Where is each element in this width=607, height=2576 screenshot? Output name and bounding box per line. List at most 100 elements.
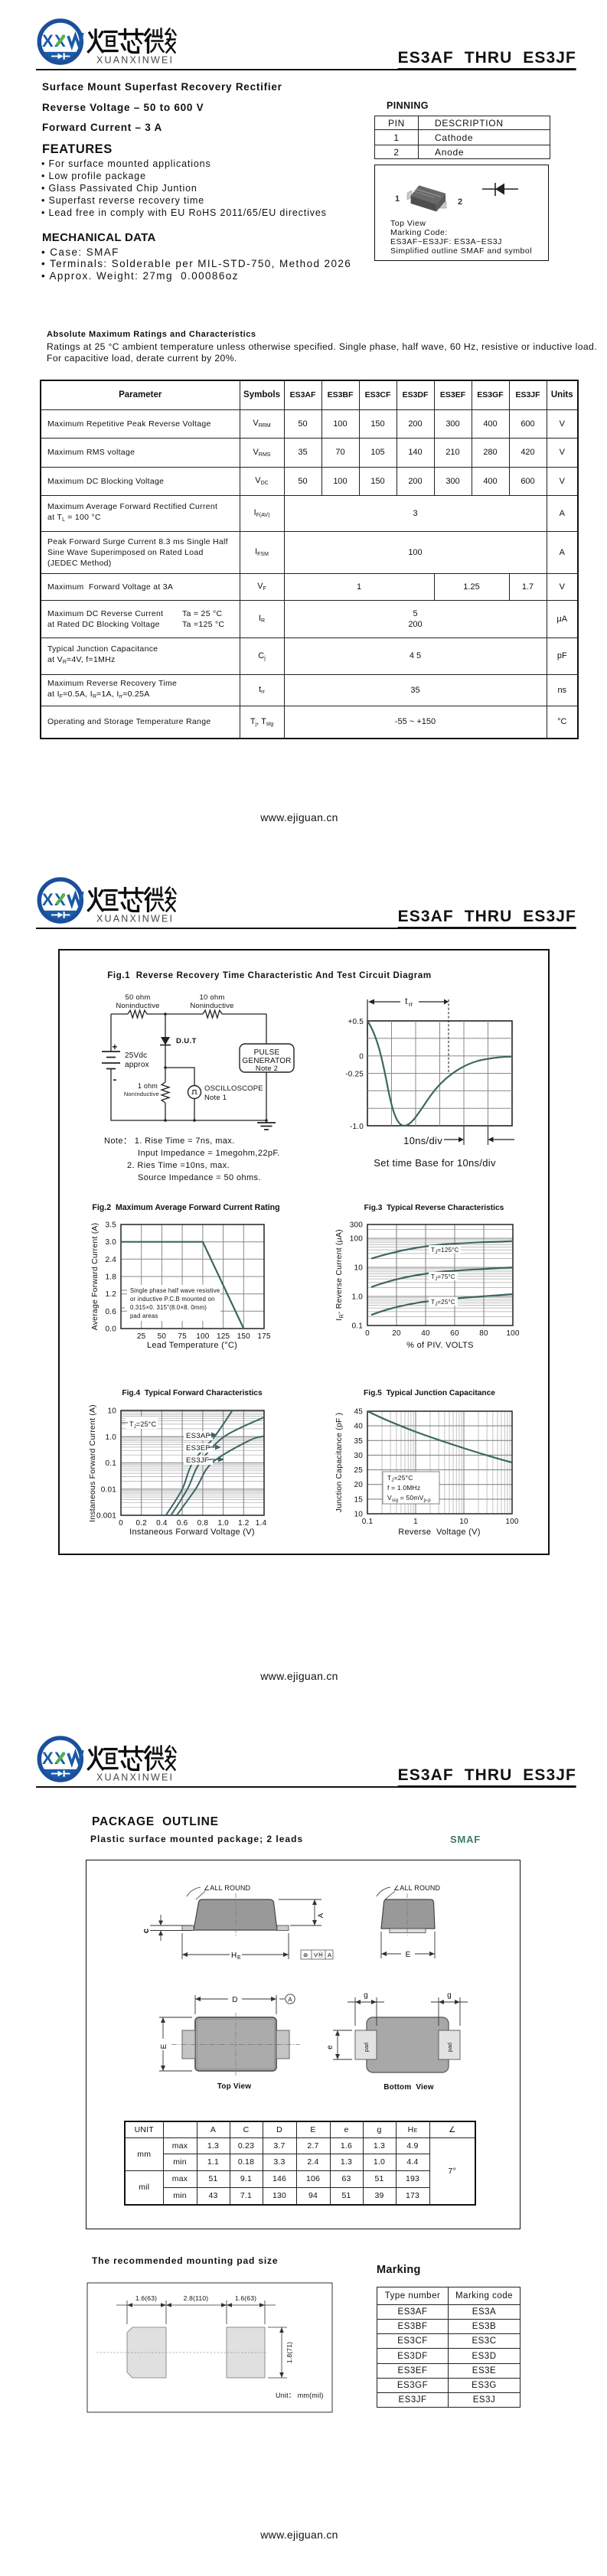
svg-text:c: c — [142, 1929, 151, 1933]
svg-text:XUANXINWEI: XUANXINWEI — [96, 55, 174, 66]
svg-text:X: X — [42, 31, 54, 51]
svg-text:0.0: 0.0 — [105, 1325, 116, 1334]
svg-text:3.0: 3.0 — [105, 1238, 116, 1247]
svg-text:Instaneous Forward Current (A): Instaneous Forward Current (A) — [88, 1404, 97, 1522]
svg-text:rr: rr — [409, 1001, 413, 1008]
svg-text:3.5: 3.5 — [105, 1221, 116, 1230]
svg-text:Unit： mm(mil): Unit： mm(mil) — [276, 2392, 324, 2399]
svg-text:Fig.4 Typical Forward Charact: Fig.4 Typical Forward Characteristics — [122, 1389, 263, 1397]
svg-text:1.4: 1.4 — [256, 1519, 267, 1528]
svg-text:∠ALL ROUND: ∠ALL ROUND — [393, 1884, 441, 1892]
svg-text:Vsig = 50mVp-p: Vsig = 50mVp-p — [387, 1494, 431, 1503]
svg-text:Average Forward Current (A): Average Forward Current (A) — [90, 1223, 100, 1331]
svg-text:100: 100 — [505, 1518, 519, 1526]
svg-text:X: X — [42, 890, 54, 909]
svg-text:OSCILLOSCOPE: OSCILLOSCOPE — [204, 1084, 263, 1093]
svg-text:15: 15 — [354, 1495, 363, 1504]
svg-text:PULSE: PULSE — [254, 1048, 280, 1057]
svg-text:TJ=25°C: TJ=25°C — [431, 1299, 455, 1307]
svg-text:1.0: 1.0 — [105, 1433, 116, 1442]
svg-text:ES3AF: ES3AF — [186, 1432, 210, 1440]
svg-text:10 ohm: 10 ohm — [200, 993, 225, 1002]
svg-text:40: 40 — [354, 1423, 363, 1431]
svg-text:10: 10 — [459, 1518, 468, 1526]
svg-text:0: 0 — [119, 1519, 123, 1528]
svg-text:⊛: ⊛ — [303, 1952, 308, 1958]
svg-text:100: 100 — [506, 1329, 520, 1338]
svg-text:1.2: 1.2 — [238, 1519, 250, 1528]
svg-text:80: 80 — [479, 1329, 488, 1338]
svg-text:pad areas: pad areas — [130, 1312, 158, 1319]
svg-text:10: 10 — [354, 1511, 363, 1519]
svg-text:Fig.2 Maximum Average Forward: Fig.2 Maximum Average Forward Current Ra… — [92, 1203, 279, 1212]
svg-text:TJ=75°C: TJ=75°C — [431, 1273, 455, 1282]
svg-text:175: 175 — [257, 1332, 271, 1341]
svg-text:D: D — [232, 1996, 237, 2004]
svg-text:150: 150 — [237, 1332, 251, 1341]
svg-text:E: E — [160, 2043, 168, 2049]
svg-text:1.2: 1.2 — [105, 1290, 116, 1299]
svg-text:1.6(63): 1.6(63) — [235, 2294, 256, 2302]
svg-text:300: 300 — [350, 1221, 364, 1230]
svg-text:25: 25 — [137, 1332, 146, 1341]
svg-text:A: A — [328, 1952, 331, 1958]
svg-text:t: t — [405, 997, 408, 1006]
svg-text:0.2: 0.2 — [135, 1519, 147, 1528]
svg-text:or inductive P.C.B mounted on: or inductive P.C.B mounted on — [130, 1296, 215, 1303]
svg-text:0.1: 0.1 — [105, 1459, 116, 1468]
svg-text:Noninductive: Noninductive — [190, 1002, 233, 1010]
svg-text:100: 100 — [196, 1332, 210, 1341]
svg-text:g: g — [447, 1991, 452, 2000]
svg-text:TJ=25°C: TJ=25°C — [129, 1420, 157, 1430]
svg-text:XUANXINWEI: XUANXINWEI — [96, 1772, 174, 1783]
svg-text:30: 30 — [354, 1452, 363, 1460]
svg-text:0.8: 0.8 — [197, 1519, 209, 1528]
svg-text:2.8(110): 2.8(110) — [184, 2294, 209, 2302]
svg-text:GENERATOR: GENERATOR — [242, 1057, 291, 1065]
svg-text:10: 10 — [107, 1407, 116, 1416]
svg-text:Input Impedance = 1megohm,22pF: Input Impedance = 1megohm,22pF. — [138, 1149, 280, 1158]
svg-text:-0.25: -0.25 — [345, 1071, 364, 1079]
svg-text:Top View: Top View — [217, 2082, 252, 2091]
svg-text:% of PIV. VOLTS: % of PIV. VOLTS — [406, 1341, 474, 1350]
svg-text:0.001: 0.001 — [96, 1512, 116, 1521]
svg-text:-1.0: -1.0 — [350, 1123, 364, 1131]
svg-text:50 ohm: 50 ohm — [126, 993, 151, 1002]
svg-text:1.0: 1.0 — [351, 1293, 363, 1302]
svg-text:0.6: 0.6 — [105, 1308, 116, 1316]
svg-text:0: 0 — [365, 1329, 370, 1338]
svg-text:Junction Capacitance (pF ): Junction Capacitance (pF ) — [335, 1413, 344, 1513]
svg-text:+0.5: +0.5 — [348, 1018, 364, 1026]
svg-text:35: 35 — [354, 1437, 363, 1446]
svg-text:20: 20 — [354, 1481, 363, 1489]
svg-text:2: 2 — [458, 197, 462, 207]
svg-text:X: X — [42, 1749, 54, 1768]
svg-text:1.0: 1.0 — [217, 1519, 229, 1528]
svg-text:∠ALL ROUND: ∠ALL ROUND — [204, 1884, 251, 1892]
svg-text:pad: pad — [364, 2043, 370, 2052]
svg-text:f = 1.0MHz: f = 1.0MHz — [387, 1484, 420, 1492]
svg-text:Instaneous Forward Voltage (V): Instaneous Forward Voltage (V) — [129, 1528, 255, 1537]
svg-text:0.01: 0.01 — [101, 1485, 117, 1494]
svg-text:1 ohm: 1 ohm — [138, 1082, 158, 1090]
svg-text:e: e — [326, 2045, 335, 2049]
svg-text:Source Impedance = 50 ohms.: Source Impedance = 50 ohms. — [138, 1173, 261, 1182]
svg-text:ES3JF: ES3JF — [186, 1456, 209, 1465]
svg-text:1: 1 — [395, 194, 400, 204]
svg-text:Note 1: Note 1 — [204, 1094, 227, 1102]
svg-text:pad: pad — [448, 2043, 453, 2052]
svg-text:A: A — [317, 1912, 325, 1918]
svg-text:0.315×0. 315"(8.0×8. 0mm): 0.315×0. 315"(8.0×8. 0mm) — [130, 1304, 207, 1311]
svg-text:0.1: 0.1 — [351, 1322, 363, 1331]
svg-text:50: 50 — [158, 1332, 167, 1341]
svg-text:0.6: 0.6 — [177, 1519, 188, 1528]
svg-text:ES3EF: ES3EF — [186, 1444, 210, 1453]
svg-text:2.4: 2.4 — [105, 1256, 116, 1264]
svg-text:Fig.5 Typical Junction Capaci: Fig.5 Typical Junction Capacitance — [364, 1389, 495, 1397]
svg-text:Note 2: Note 2 — [256, 1065, 278, 1073]
svg-text:40: 40 — [421, 1329, 430, 1338]
svg-text:Noninductive: Noninductive — [116, 1002, 159, 1010]
svg-text:10: 10 — [354, 1264, 363, 1273]
svg-text:0: 0 — [359, 1053, 364, 1061]
svg-text:XUANXINWEI: XUANXINWEI — [96, 914, 174, 924]
